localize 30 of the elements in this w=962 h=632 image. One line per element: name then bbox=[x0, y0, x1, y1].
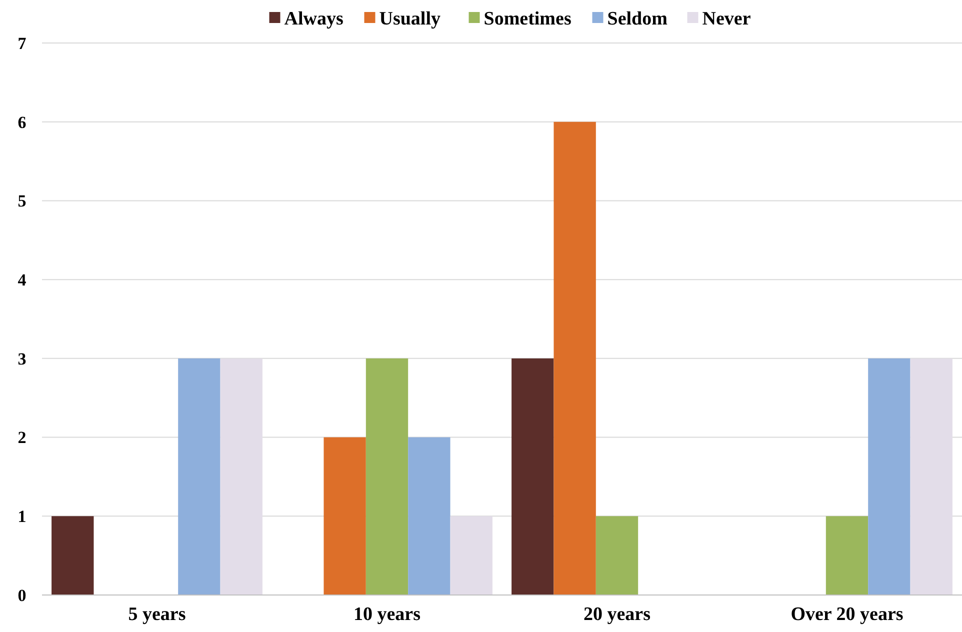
legend-label: Sometimes bbox=[484, 8, 572, 30]
y-tick-label: 4 bbox=[18, 270, 27, 290]
x-tick-label: 10 years bbox=[353, 604, 421, 625]
legend-label: Never bbox=[702, 8, 752, 30]
bar bbox=[220, 358, 262, 595]
bar bbox=[324, 437, 366, 595]
legend-label: Usually bbox=[379, 8, 441, 30]
bar bbox=[868, 358, 910, 595]
bar bbox=[178, 358, 220, 595]
y-tick-label: 2 bbox=[18, 428, 26, 448]
legend-label: Always bbox=[284, 8, 344, 30]
bar bbox=[366, 358, 408, 595]
bar bbox=[596, 516, 638, 595]
y-tick-label: 1 bbox=[18, 507, 26, 526]
x-tick-label: 5 years bbox=[128, 604, 186, 625]
y-tick-label: 0 bbox=[18, 586, 26, 605]
legend-label: Seldom bbox=[607, 8, 668, 30]
x-tick-label: 20 years bbox=[583, 604, 651, 625]
bar bbox=[554, 122, 596, 595]
bar bbox=[910, 358, 952, 595]
y-tick-label: 7 bbox=[18, 34, 27, 53]
bar bbox=[408, 437, 450, 595]
x-tick-label: Over 20 years bbox=[790, 604, 904, 625]
bar bbox=[450, 516, 492, 595]
y-tick-label: 3 bbox=[18, 349, 26, 368]
y-tick-label: 5 bbox=[18, 192, 26, 211]
bar bbox=[826, 516, 868, 595]
bar bbox=[52, 516, 94, 595]
y-tick-label: 6 bbox=[18, 112, 26, 132]
bar bbox=[512, 358, 554, 595]
